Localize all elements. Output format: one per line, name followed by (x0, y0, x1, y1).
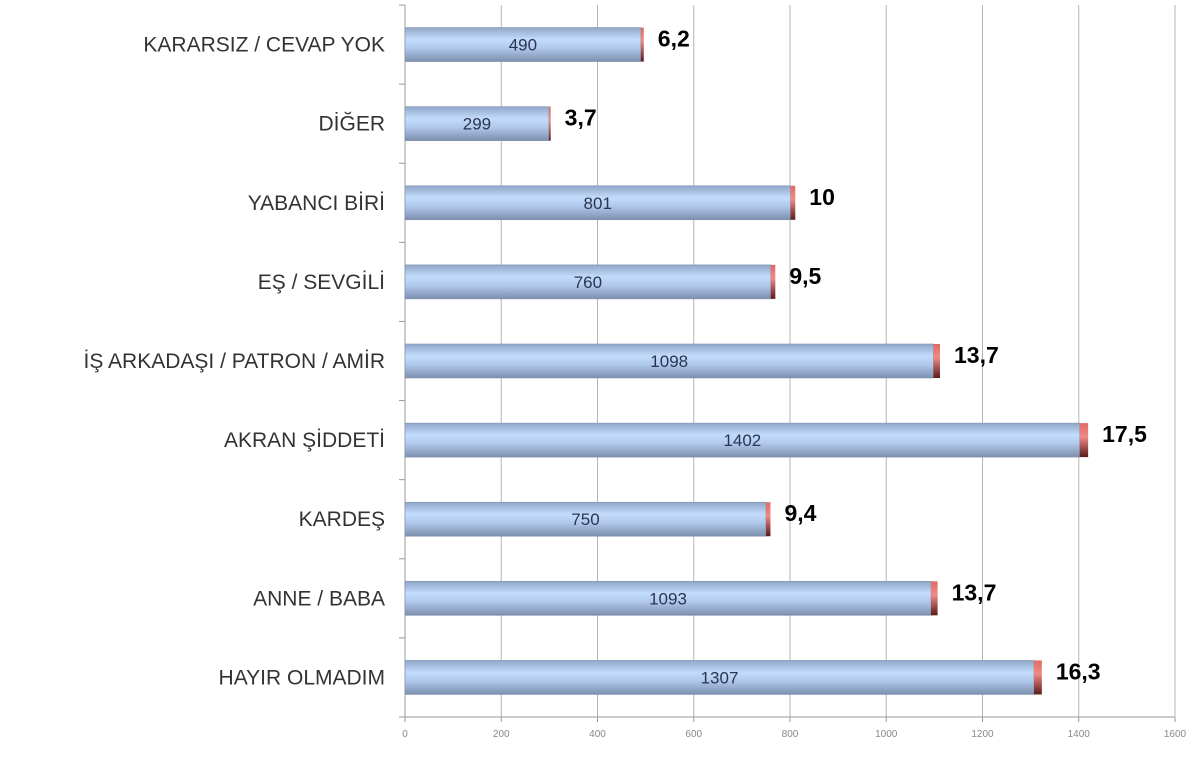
bar-count (404, 501, 767, 537)
value-label: 299 (463, 115, 491, 134)
value-label: 801 (584, 194, 612, 213)
percent-label: 13,7 (954, 342, 999, 368)
percent-label: 9,5 (789, 263, 821, 289)
bar-count (404, 106, 550, 141)
value-label: 760 (574, 273, 602, 292)
bar-percent (933, 344, 941, 378)
x-tick-label: 1200 (971, 729, 994, 740)
category-label: HAYIR OLMADIM (219, 666, 385, 689)
value-label: 1098 (650, 352, 688, 371)
category-label: ANNE / BABA (253, 587, 385, 610)
percent-label: 10 (809, 184, 835, 210)
bar-count (404, 343, 934, 379)
x-tick-label: 200 (493, 729, 510, 740)
value-label: 750 (571, 510, 599, 529)
bar-percent (931, 581, 938, 616)
bar-percent (790, 185, 796, 220)
value-label: 1402 (723, 431, 761, 450)
percent-label: 6,2 (658, 26, 690, 52)
bar-percent (1079, 423, 1089, 458)
bar-count (404, 27, 642, 62)
bar-percent (1033, 660, 1042, 695)
category-label: KARDEŞ (299, 508, 385, 531)
bar-count (404, 264, 772, 300)
x-tick-label: 400 (589, 729, 606, 740)
x-tick-label: 1000 (875, 729, 898, 740)
x-tick-label: 1400 (1068, 729, 1091, 740)
category-label: YABANCI BİRİ (248, 192, 385, 215)
x-tick-label: 0 (402, 729, 408, 740)
percent-label: 9,4 (784, 500, 816, 526)
percent-label: 13,7 (952, 579, 997, 605)
value-label: 1093 (649, 589, 687, 608)
bar-count (404, 422, 1081, 458)
category-label: İŞ ARKADAŞI / PATRON / AMİR (84, 350, 385, 373)
percent-label: 16,3 (1056, 658, 1101, 684)
bar-count (404, 581, 932, 616)
x-tick-label: 1600 (1164, 729, 1187, 740)
x-tick-label: 600 (685, 729, 702, 740)
x-tick-label: 800 (782, 729, 799, 740)
bar-count (404, 660, 1035, 695)
percent-label: 3,7 (565, 105, 597, 131)
value-label: 490 (509, 36, 537, 55)
value-label: 1307 (701, 668, 739, 687)
percent-label: 17,5 (1102, 421, 1147, 447)
category-label: EŞ / SEVGİLİ (258, 271, 385, 294)
bar-count (404, 185, 791, 221)
category-label: KARARSIZ / CEVAP YOK (143, 34, 385, 57)
category-label: AKRAN ŞİDDETİ (224, 429, 385, 452)
category-label: DİĞER (318, 113, 385, 136)
bar-percent (770, 264, 776, 299)
bar-percent (640, 27, 644, 62)
bar-percent (765, 502, 771, 537)
bar-percent (548, 106, 551, 141)
